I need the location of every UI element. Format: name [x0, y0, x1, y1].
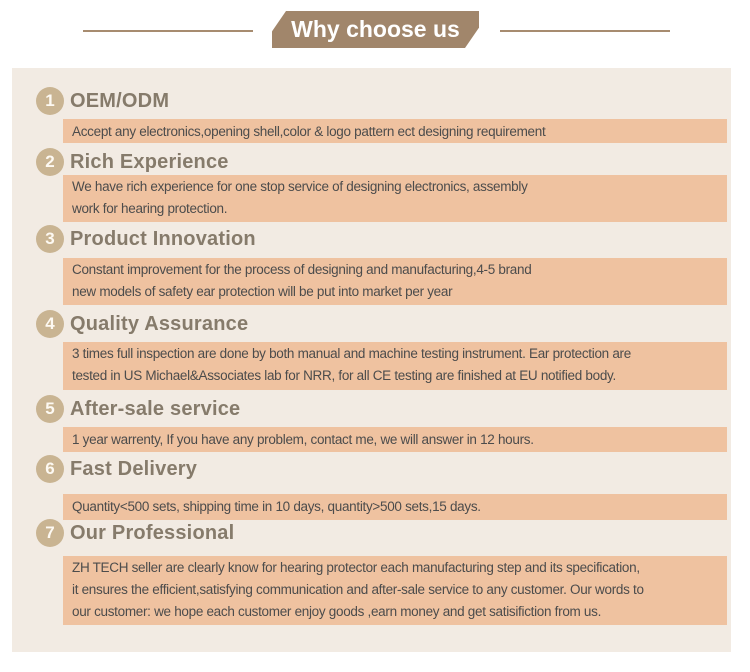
item-number-badge: 6: [36, 455, 64, 483]
banner-title: Why choose us: [272, 11, 479, 48]
item-description: Constant improvement for the process of …: [63, 258, 727, 305]
item-number-badge: 1: [36, 87, 64, 115]
item-description: We have rich experience for one stop ser…: [63, 175, 727, 222]
item-number-badge: 7: [36, 519, 64, 547]
item-number-badge: 4: [36, 310, 64, 338]
item-number-badge: 2: [36, 148, 64, 176]
item-title-after-sale-service: After-sale service: [70, 398, 241, 420]
item-title-our-professional: Our Professional: [70, 522, 235, 544]
item-description: 3 times full inspection are done by both…: [63, 342, 727, 390]
item-title-oem-odm: OEM/ODM: [70, 90, 170, 112]
item-description: 1 year warrenty, If you have any problem…: [63, 427, 727, 452]
item-description: Accept any electronics,opening shell,col…: [63, 119, 727, 143]
item-description: Quantity<500 sets, shipping time in 10 d…: [63, 494, 727, 520]
item-title-fast-delivery: Fast Delivery: [70, 458, 198, 480]
item-title-quality-assurance: Quality Assurance: [70, 313, 249, 335]
item-number-badge: 5: [36, 395, 64, 423]
item-description: ZH TECH seller are clearly know for hear…: [63, 556, 727, 625]
item-title-rich-experience: Rich Experience: [70, 151, 229, 173]
header-divider-left: [83, 30, 253, 32]
item-title-product-innovation: Product Innovation: [70, 228, 256, 250]
item-number-badge: 3: [36, 225, 64, 253]
header-divider-right: [500, 30, 670, 32]
why-choose-us-panel: 1 OEM/ODM Accept any electronics,opening…: [12, 68, 731, 652]
